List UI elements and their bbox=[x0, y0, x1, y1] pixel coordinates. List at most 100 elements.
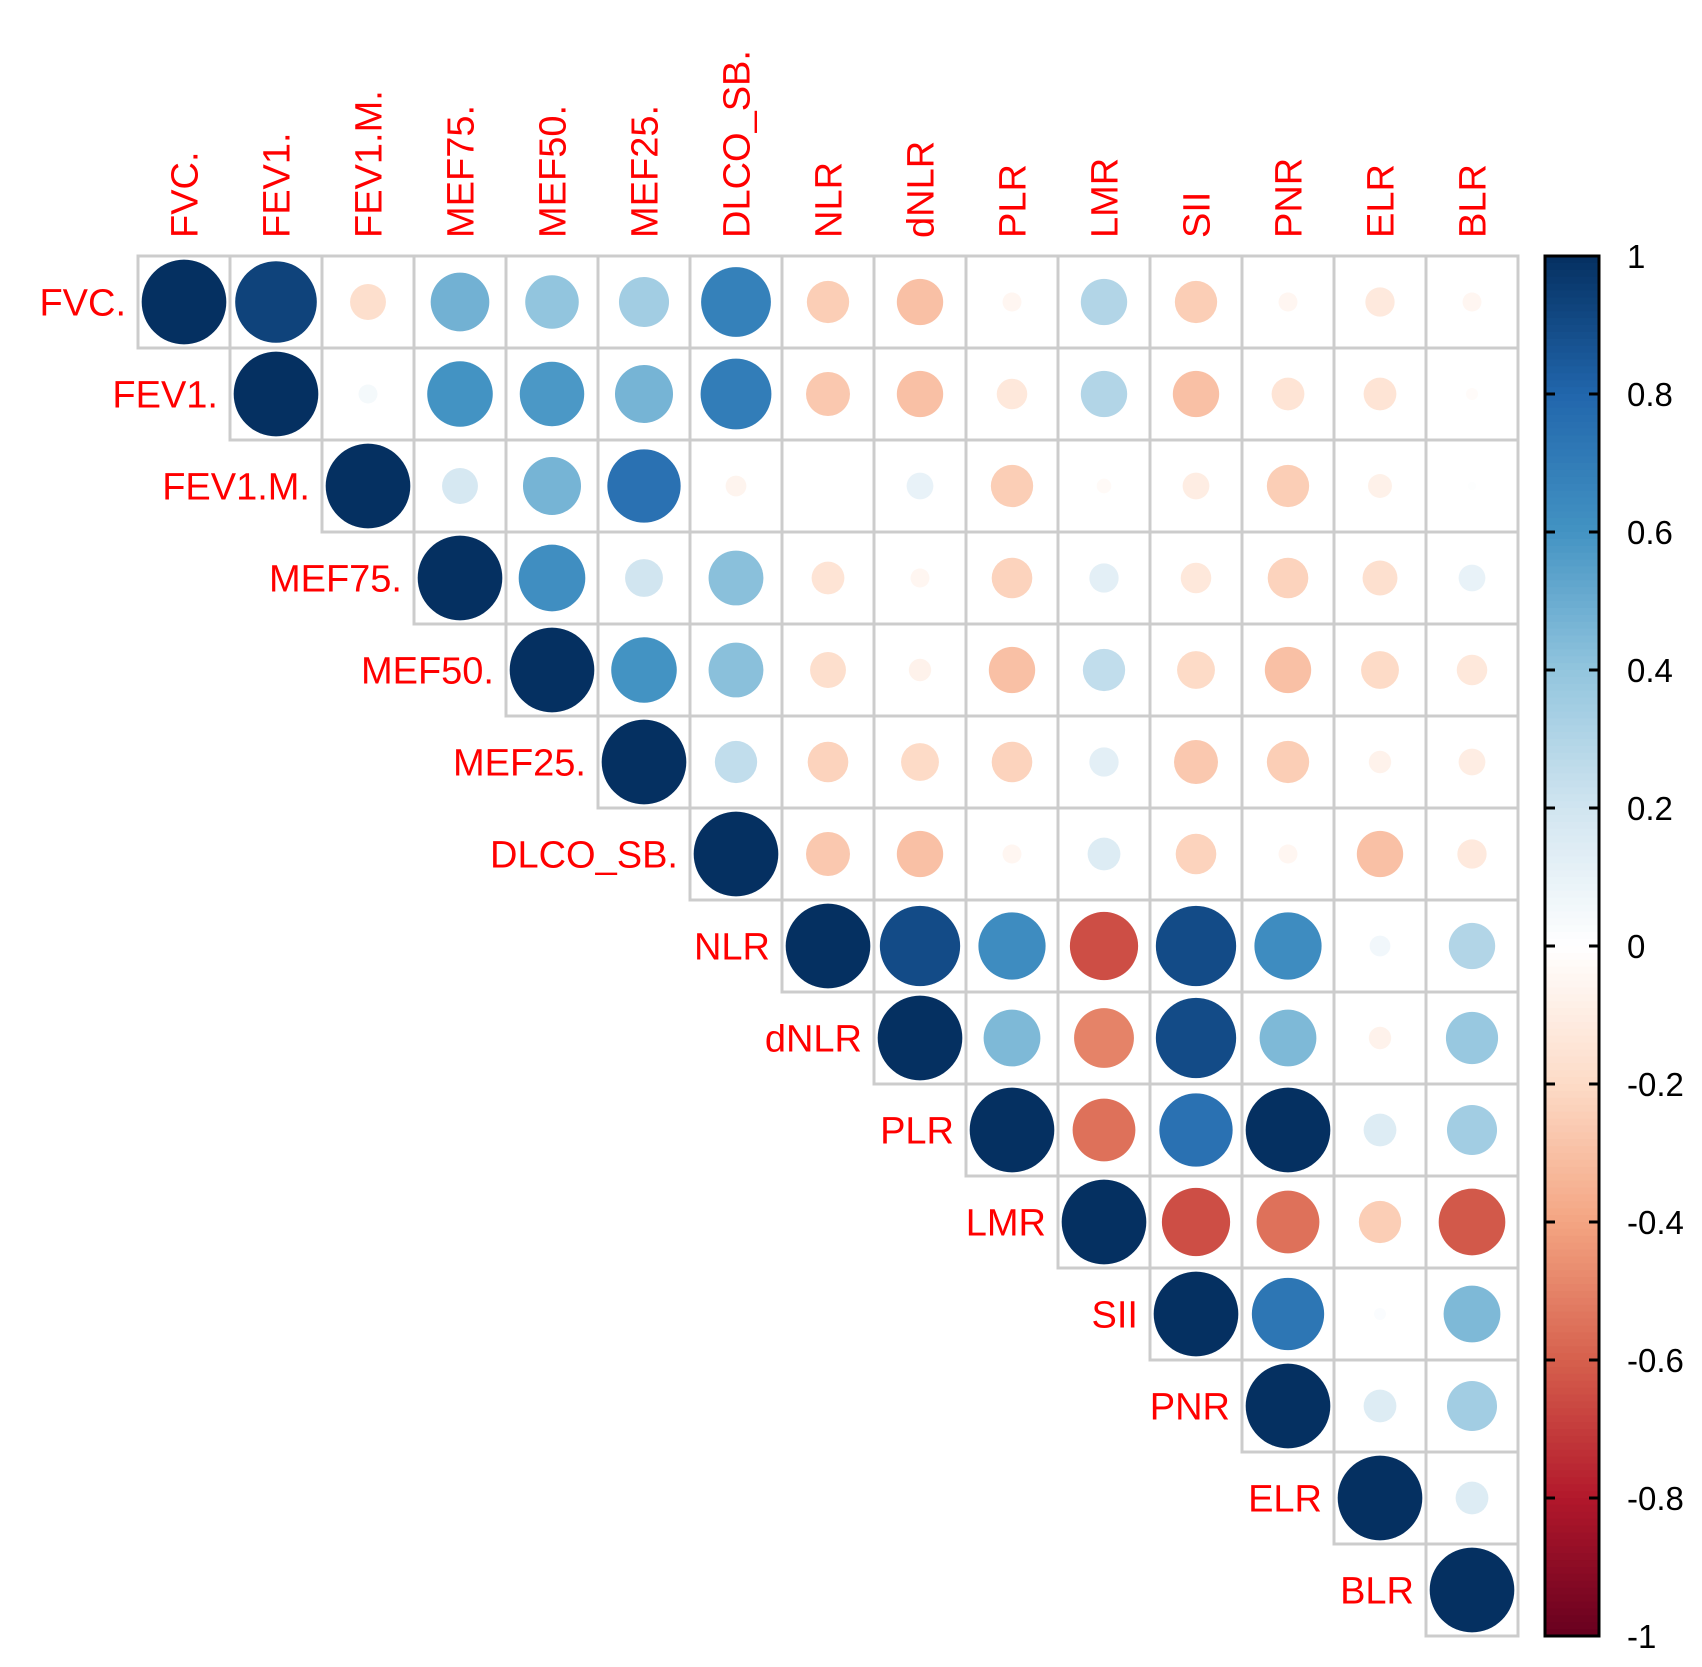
colorbar-segment bbox=[1545, 511, 1599, 519]
corr-circle-DLCO_SB.-ELR bbox=[1356, 830, 1404, 878]
corr-circle-FEV1.M.-LMR bbox=[1096, 478, 1112, 494]
colorbar-segment bbox=[1545, 987, 1599, 995]
corr-circle-MEF25.-MEF25. bbox=[601, 719, 687, 805]
row-label-NLR: NLR bbox=[694, 927, 770, 969]
colorbar-segment bbox=[1545, 1028, 1599, 1037]
colorbar-tick-label: -0.6 bbox=[1627, 1342, 1684, 1379]
colorbar-segment bbox=[1545, 559, 1599, 568]
corr-circle-DLCO_SB.-SII bbox=[1175, 833, 1217, 875]
corr-circle-MEF25.-NLR bbox=[807, 741, 849, 783]
colorbar-segment bbox=[1545, 421, 1599, 430]
colorbar-segment bbox=[1545, 663, 1599, 671]
colorbar-segment bbox=[1545, 1573, 1599, 1582]
col-label-MEF25.: MEF25. bbox=[625, 105, 667, 238]
row-label-dNLR: dNLR bbox=[765, 1019, 862, 1061]
colorbar-segment bbox=[1545, 1263, 1599, 1271]
colorbar-segment bbox=[1545, 1118, 1599, 1126]
colorbar-segment bbox=[1545, 946, 1599, 954]
colorbar-segment bbox=[1545, 849, 1599, 857]
colorbar-segment bbox=[1545, 1353, 1599, 1361]
corr-circle-MEF50.-DLCO_SB. bbox=[708, 642, 764, 698]
colorbar-segment bbox=[1545, 1304, 1599, 1313]
colorbar-segment bbox=[1545, 518, 1599, 526]
colorbar-segment bbox=[1545, 1622, 1599, 1630]
colorbar-segment bbox=[1545, 1511, 1599, 1520]
colorbar-segment bbox=[1545, 476, 1599, 485]
corr-circle-FEV1.M.-MEF75. bbox=[442, 468, 478, 504]
corr-circle-MEF75.-ELR bbox=[1362, 560, 1398, 596]
corr-circle-FEV1.M.-ELR bbox=[1368, 474, 1392, 498]
colorbar-segment bbox=[1545, 566, 1599, 574]
col-label-MEF50.: MEF50. bbox=[533, 105, 575, 238]
colorbar-segment bbox=[1545, 835, 1599, 844]
colorbar-segment bbox=[1545, 338, 1599, 347]
colorbar-segment bbox=[1545, 1567, 1599, 1575]
corr-circle-MEF50.-MEF50. bbox=[509, 627, 595, 713]
colorbar-segment bbox=[1545, 1449, 1599, 1458]
colorbar-segment bbox=[1545, 1553, 1599, 1561]
col-label-BLR: BLR bbox=[1453, 164, 1495, 238]
colorbar-segment bbox=[1545, 883, 1599, 892]
corr-circle-FVC.-PNR bbox=[1278, 292, 1298, 312]
corr-circle-PLR-SII bbox=[1159, 1093, 1233, 1167]
corr-circle-MEF50.-PNR bbox=[1264, 646, 1312, 694]
corr-circle-FEV1.-MEF50. bbox=[519, 361, 585, 427]
colorbar-segment bbox=[1545, 1518, 1599, 1527]
colorbar-segment bbox=[1545, 780, 1599, 788]
corr-circle-FVC.-MEF50. bbox=[525, 275, 579, 329]
corr-circle-FEV1.-ELR bbox=[1363, 377, 1397, 411]
colorbar-segment bbox=[1545, 1594, 1599, 1603]
corr-circle-NLR-BLR bbox=[1448, 922, 1496, 970]
colorbar-segment bbox=[1545, 1008, 1599, 1016]
colorbar-segment bbox=[1545, 573, 1599, 581]
colorbar-segment bbox=[1545, 297, 1599, 305]
corr-circle-DLCO_SB.-BLR bbox=[1457, 839, 1487, 869]
colorbar-segment bbox=[1545, 601, 1599, 609]
colorbar-segment bbox=[1545, 821, 1599, 830]
corr-circle-FEV1.M.-SII bbox=[1182, 472, 1210, 500]
corr-circle-FEV1.-MEF25. bbox=[614, 364, 674, 424]
corr-circle-FEV1.-PNR bbox=[1271, 377, 1305, 411]
colorbar-segment bbox=[1545, 311, 1599, 319]
colorbar-segment bbox=[1545, 766, 1599, 775]
colorbar-tick-label: 0 bbox=[1627, 928, 1645, 965]
colorbar-segment bbox=[1545, 580, 1599, 588]
colorbar-segment bbox=[1545, 1042, 1599, 1051]
colorbar-segment bbox=[1545, 1360, 1599, 1368]
corr-circle-PLR-BLR bbox=[1446, 1104, 1498, 1156]
colorbar-segment bbox=[1545, 525, 1599, 533]
colorbar-segment bbox=[1545, 449, 1599, 457]
colorbar-segment bbox=[1545, 276, 1599, 285]
colorbar-segment bbox=[1545, 752, 1599, 761]
colorbar-segment bbox=[1545, 352, 1599, 361]
colorbar-tick-label: 0.2 bbox=[1627, 790, 1673, 827]
colorbar-segment bbox=[1545, 290, 1599, 298]
col-label-LMR: LMR bbox=[1085, 158, 1127, 238]
corr-circle-FEV1.-FEV1.M. bbox=[358, 384, 378, 404]
corr-circle-MEF50.-NLR bbox=[810, 652, 846, 688]
colorbar-segment bbox=[1545, 387, 1599, 395]
colorbar-segment bbox=[1545, 1546, 1599, 1554]
colorbar-segment bbox=[1545, 1587, 1599, 1596]
colorbar-segment bbox=[1545, 1601, 1599, 1609]
colorbar-tick-label: 1 bbox=[1627, 238, 1645, 275]
corr-circle-MEF50.-BLR bbox=[1456, 654, 1488, 686]
colorbar-segment bbox=[1545, 1222, 1599, 1230]
corr-circle-MEF75.-SII bbox=[1180, 562, 1212, 594]
corr-circle-MEF75.-MEF25. bbox=[625, 559, 663, 597]
row-label-MEF25.: MEF25. bbox=[453, 743, 586, 785]
corr-circle-NLR-PLR bbox=[978, 912, 1046, 980]
corr-circle-FVC.-SII bbox=[1174, 280, 1218, 324]
corr-circle-FEV1.-BLR bbox=[1466, 388, 1478, 400]
corr-circle-NLR-LMR bbox=[1069, 911, 1139, 981]
corr-circle-MEF25.-DLCO_SB. bbox=[714, 740, 758, 784]
row-label-LMR: LMR bbox=[966, 1203, 1046, 1245]
colorbar-segment bbox=[1545, 676, 1599, 685]
corr-circle-DLCO_SB.-NLR bbox=[806, 832, 850, 876]
corr-circle-FEV1.-SII bbox=[1172, 370, 1220, 418]
colorbar-segment bbox=[1545, 469, 1599, 478]
colorbar-segment bbox=[1545, 463, 1599, 471]
colorbar-segment bbox=[1545, 1325, 1599, 1333]
colorbar-segment bbox=[1545, 1429, 1599, 1437]
corr-circle-MEF75.-DLCO_SB. bbox=[708, 550, 764, 606]
